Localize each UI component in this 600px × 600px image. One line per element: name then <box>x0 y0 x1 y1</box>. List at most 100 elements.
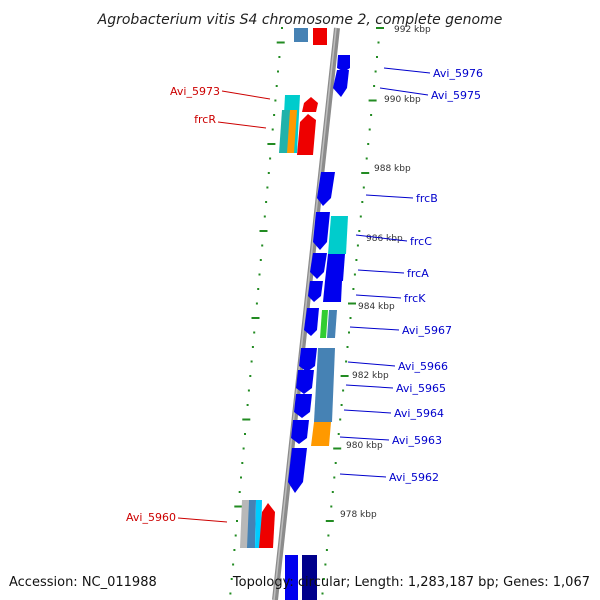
gene-feature[interactable] <box>302 97 318 112</box>
outer-ring-tick <box>368 99 377 102</box>
genome-summary-text: Topology: circular; Length: 1,283,187 bp… <box>232 575 590 590</box>
gene-feature[interactable] <box>240 500 249 548</box>
inner-ring-tick <box>241 462 244 464</box>
inner-ring-tick <box>234 505 243 508</box>
inner-ring-tick <box>230 578 233 580</box>
gene-label-avi-5964[interactable]: Avi_5964 <box>394 407 444 420</box>
gene-label-avi-5975[interactable]: Avi_5975 <box>431 89 481 102</box>
outer-ring-tick <box>342 389 345 392</box>
gene-feature-frck[interactable] <box>323 281 342 302</box>
outer-ring-tick <box>340 404 343 406</box>
gene-label-avi-5966[interactable]: Avi_5966 <box>398 360 448 373</box>
inner-ring-tick <box>255 302 258 305</box>
gene-feature[interactable] <box>313 212 330 250</box>
gene-feature[interactable] <box>296 370 314 394</box>
gene-feature-avi-5966[interactable] <box>314 348 335 422</box>
gene-label-avi-5963[interactable]: Avi_5963 <box>392 434 442 447</box>
outer-ring-tick <box>377 41 380 44</box>
gene-feature[interactable] <box>297 114 316 155</box>
outer-ring-tick <box>339 418 342 421</box>
gene-feature[interactable] <box>279 110 290 153</box>
kbp-label: 984 kbp <box>358 302 395 312</box>
outer-ring-tick <box>322 578 325 580</box>
gene-feature-frcr[interactable] <box>287 110 297 153</box>
gene-label-avi-5973[interactable]: Avi_5973 <box>170 85 220 98</box>
outer-ring-tick <box>333 447 342 450</box>
inner-ring-tick <box>247 389 250 392</box>
kbp-label: 990 kbp <box>384 95 421 105</box>
outer-ring-tick <box>324 563 327 566</box>
gene-feature[interactable] <box>308 281 323 302</box>
inner-ring-tick <box>257 288 260 290</box>
gene-label-frcb[interactable]: frcB <box>416 192 438 205</box>
inner-ring-tick <box>269 157 272 160</box>
inner-ring-tick <box>250 360 253 363</box>
outer-ring-tick <box>334 462 337 464</box>
inner-ring-tick <box>233 549 236 551</box>
inner-ring-tick <box>258 273 261 276</box>
gene-feature-frcc[interactable] <box>328 216 348 254</box>
gene-feature-avi-5962[interactable] <box>288 448 307 493</box>
inner-ring-tick <box>263 215 266 218</box>
gene-feature[interactable] <box>294 28 308 42</box>
inner-ring-tick <box>246 404 249 406</box>
gene-feature-frca[interactable] <box>325 254 345 281</box>
inner-ring-tick <box>251 346 254 348</box>
outer-ring-tick <box>348 331 350 334</box>
inner-ring-tick <box>273 114 276 116</box>
leader-line <box>177 517 228 523</box>
gene-label-avi-5967[interactable]: Avi_5967 <box>402 324 452 337</box>
leader-line <box>217 121 267 129</box>
gene-feature[interactable] <box>291 420 309 444</box>
outer-ring-tick <box>373 85 376 87</box>
gene-label-frck[interactable]: frcK <box>404 292 426 305</box>
gene-feature-avi-5963[interactable] <box>311 422 331 446</box>
gene-feature[interactable] <box>299 348 317 372</box>
gene-label-frca[interactable]: frcA <box>407 267 429 280</box>
inner-ring-tick <box>261 244 264 247</box>
gene-feature[interactable] <box>285 555 298 600</box>
outer-ring-tick <box>321 592 324 595</box>
gene-label-frcr[interactable]: frcR <box>194 113 216 126</box>
gene-feature[interactable] <box>327 310 337 338</box>
left-gene-labels: Avi_5973 frcR Avi_5960 <box>126 85 271 524</box>
gene-feature[interactable] <box>259 503 275 548</box>
gene-label-frcc[interactable]: frcC <box>410 235 432 248</box>
gene-label-avi-5962[interactable]: Avi_5962 <box>389 471 439 484</box>
kbp-label: 980 kbp <box>346 441 383 451</box>
kbp-label: 988 kbp <box>374 164 411 174</box>
gene-feature-frcb[interactable] <box>317 172 335 206</box>
gene-feature[interactable] <box>294 394 312 418</box>
inner-ring-tick <box>276 41 285 44</box>
outer-ring-tick <box>325 549 328 551</box>
outer-ring-tick <box>333 476 336 479</box>
gene-feature[interactable] <box>310 253 327 279</box>
kbp-label: 978 kbp <box>340 510 377 520</box>
inner-ring-tick <box>242 418 251 421</box>
gene-label-avi-5965[interactable]: Avi_5965 <box>396 382 446 395</box>
gene-feature-avi-5967[interactable] <box>320 310 328 338</box>
outer-ring-tick <box>376 27 384 29</box>
inner-ring-tick <box>281 27 283 29</box>
inner-ring-tick <box>251 317 260 319</box>
gene-feature[interactable] <box>313 28 327 45</box>
right-gene-labels: Avi_5976 Avi_5975 frcB frcC frcA frcK Av… <box>339 67 483 484</box>
gene-feature-avi-5975[interactable] <box>333 70 349 97</box>
outer-ring-tick <box>362 186 365 189</box>
gene-feature[interactable] <box>247 500 256 548</box>
gene-feature-avi-5976[interactable] <box>337 55 350 72</box>
outer-ring-tick <box>331 491 334 493</box>
gene-label-avi-5960[interactable]: Avi_5960 <box>126 511 176 524</box>
inner-ring-tick <box>259 230 268 232</box>
gene-feature[interactable] <box>302 555 317 600</box>
inner-ring-tick <box>277 70 279 73</box>
inner-ring-tick <box>244 433 246 435</box>
outer-ring-tick <box>365 157 368 160</box>
inner-ring-tick <box>267 143 276 145</box>
outer-ring-tick <box>330 505 333 508</box>
gene-feature[interactable] <box>304 308 319 336</box>
kbp-label: 982 kbp <box>352 371 389 381</box>
gene-label-avi-5976[interactable]: Avi_5976 <box>433 67 483 80</box>
outer-ring-tick <box>345 360 348 363</box>
